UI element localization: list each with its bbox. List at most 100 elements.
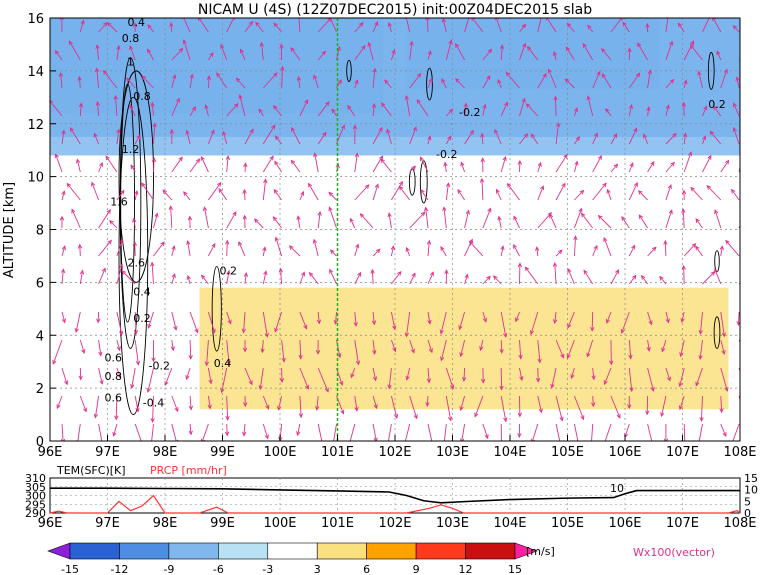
vector-shaft bbox=[226, 395, 229, 420]
vector-shaft bbox=[702, 136, 706, 145]
colorbar-swatch bbox=[69, 542, 120, 560]
vector-head bbox=[661, 347, 666, 353]
contour-labels: 0.40.810.81.21.62.60.40.20.60.80.6-0.2-0… bbox=[105, 16, 726, 410]
vector-head bbox=[643, 133, 648, 139]
wind-vector bbox=[628, 127, 638, 145]
vector-head bbox=[54, 49, 60, 55]
vector-head bbox=[405, 375, 410, 381]
vector-head bbox=[288, 245, 294, 250]
wind-vector bbox=[387, 212, 392, 229]
vector-head bbox=[530, 133, 536, 139]
wind-vector bbox=[183, 191, 191, 201]
wind-vector bbox=[387, 21, 392, 33]
vector-shaft bbox=[573, 395, 584, 420]
wind-vector bbox=[409, 165, 417, 173]
vector-head bbox=[678, 405, 684, 411]
vector-shaft bbox=[566, 46, 575, 61]
vector-shaft bbox=[141, 75, 154, 89]
wind-vector bbox=[601, 48, 612, 61]
vector-head bbox=[455, 77, 460, 83]
wind-vector bbox=[113, 94, 118, 117]
wind-vector bbox=[372, 21, 379, 33]
vector-shaft bbox=[425, 207, 429, 229]
vector-shaft bbox=[637, 42, 648, 61]
vector-head bbox=[450, 384, 455, 390]
wind-vector bbox=[714, 209, 722, 229]
vector-head bbox=[337, 79, 342, 85]
vector-shaft bbox=[121, 270, 136, 285]
vector-shaft bbox=[582, 43, 594, 61]
vector-head bbox=[50, 99, 54, 105]
wind-vector bbox=[218, 188, 228, 201]
wind-vector bbox=[170, 339, 175, 352]
y-tick-label: 12 bbox=[27, 118, 44, 133]
vector-head bbox=[316, 319, 322, 325]
vector-shaft bbox=[391, 181, 403, 201]
vector-shaft bbox=[555, 423, 561, 441]
vector-shaft bbox=[548, 69, 557, 89]
wind-vector bbox=[121, 270, 136, 285]
wind-vector bbox=[98, 423, 103, 441]
vector-shaft bbox=[151, 262, 154, 285]
wind-vector bbox=[105, 155, 118, 173]
wind-vector bbox=[350, 367, 356, 379]
wind-vector bbox=[315, 395, 320, 411]
wind-vector bbox=[328, 206, 337, 229]
wind-vector bbox=[628, 72, 641, 89]
wind-vector bbox=[640, 274, 648, 285]
vector-shaft bbox=[388, 213, 392, 229]
wind-vector bbox=[353, 311, 358, 327]
vector-shaft bbox=[530, 311, 539, 335]
wind-vector bbox=[665, 40, 674, 61]
vector-head bbox=[659, 275, 664, 281]
vector-shaft bbox=[505, 72, 520, 89]
vector-head bbox=[119, 238, 124, 244]
vector-head bbox=[300, 190, 305, 196]
wind-vector bbox=[220, 367, 228, 394]
wind-vector bbox=[519, 42, 527, 61]
vector-shaft bbox=[244, 163, 247, 173]
wind-vector bbox=[182, 39, 191, 61]
wind-vector bbox=[299, 311, 308, 330]
wind-vector bbox=[698, 311, 703, 335]
vector-shaft bbox=[372, 21, 378, 33]
vector-shaft bbox=[240, 49, 246, 61]
vector-shaft bbox=[354, 22, 364, 33]
vector-shaft bbox=[427, 311, 431, 324]
contours bbox=[118, 51, 721, 416]
wind-vector bbox=[482, 75, 491, 89]
wind-vector bbox=[372, 339, 377, 355]
wind-vector bbox=[500, 311, 508, 338]
vector-shaft bbox=[203, 207, 209, 229]
contour-label: 2.6 bbox=[128, 257, 146, 270]
vector-shaft bbox=[68, 40, 81, 61]
vector-shaft bbox=[354, 153, 358, 173]
wind-vector bbox=[500, 101, 508, 117]
wind-vector bbox=[336, 79, 342, 89]
wind-vector bbox=[464, 129, 474, 145]
vector-head bbox=[499, 44, 505, 50]
vector-shaft bbox=[665, 105, 669, 117]
vector-shaft bbox=[299, 367, 309, 390]
wind-vector bbox=[537, 395, 543, 414]
vector-head bbox=[146, 387, 151, 393]
wind-vector bbox=[91, 181, 100, 201]
wind-vector bbox=[444, 269, 449, 285]
wind-vector bbox=[698, 339, 703, 361]
contour-label: -0.4 bbox=[143, 397, 164, 410]
wind-vector bbox=[242, 339, 248, 353]
vector-head bbox=[171, 273, 176, 279]
vector-shaft bbox=[78, 76, 81, 89]
vector-head bbox=[329, 268, 334, 274]
vector-shaft bbox=[699, 339, 703, 360]
x-axis-ticks: 96E 97E 98E 99E 100E 101E 102E 103E 104E 105E 106E… bbox=[38, 435, 757, 460]
wind-vector bbox=[114, 395, 119, 421]
wind-vector bbox=[643, 133, 649, 145]
vector-head bbox=[681, 189, 687, 195]
wind-vector bbox=[519, 367, 524, 382]
wind-vector bbox=[171, 395, 179, 413]
vector-head bbox=[195, 158, 201, 164]
vector-shaft bbox=[628, 104, 633, 117]
wind-vector bbox=[226, 211, 237, 229]
vector-shaft bbox=[471, 18, 484, 33]
